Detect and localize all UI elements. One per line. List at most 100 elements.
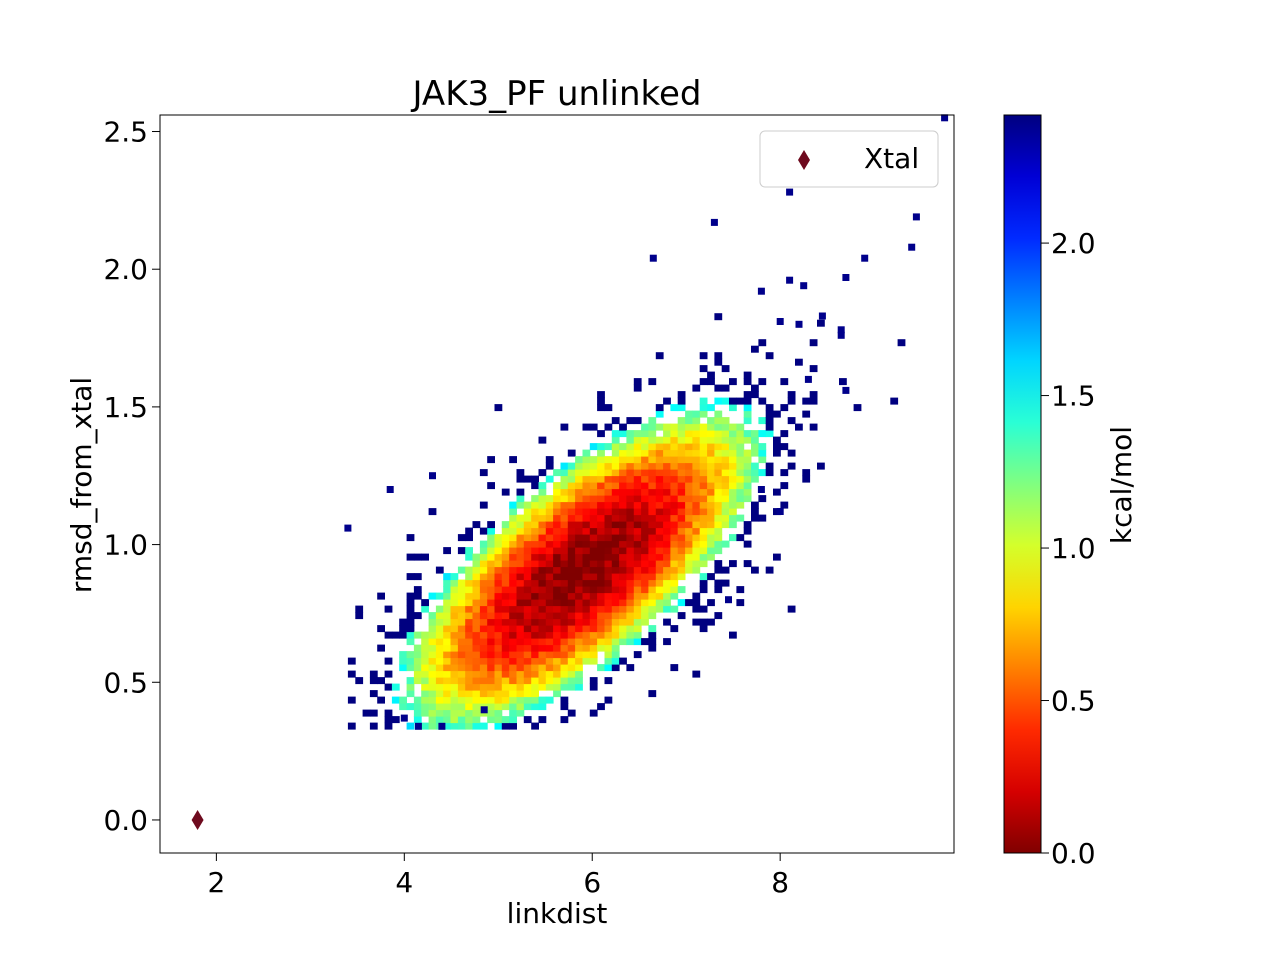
heatmap-cell	[663, 430, 671, 438]
heatmap-cell	[479, 553, 488, 561]
heatmap-cell	[743, 456, 752, 464]
heatmap-cell	[677, 521, 686, 529]
heatmap-cell	[685, 508, 693, 516]
heatmap-cell	[413, 592, 422, 600]
heatmap-cell	[670, 495, 679, 503]
heatmap-cell	[443, 657, 451, 665]
sparse-point	[786, 276, 794, 284]
heatmap-cell	[619, 508, 627, 516]
heatmap-cell	[633, 638, 642, 646]
heatmap-cell	[817, 319, 825, 327]
heatmap-cell	[457, 566, 466, 574]
heatmap-cell	[619, 599, 627, 607]
heatmap-cell	[655, 599, 664, 607]
heatmap-cell	[487, 540, 495, 548]
heatmap-cell	[523, 475, 532, 483]
heatmap-cell	[501, 677, 510, 685]
heatmap-cell	[633, 625, 642, 633]
heatmap-cell	[707, 540, 715, 548]
heatmap-cell	[692, 547, 701, 555]
heatmap-cell	[648, 430, 657, 438]
heatmap-cell	[487, 560, 495, 568]
heatmap-cell	[421, 677, 429, 685]
heatmap-cell	[538, 657, 547, 665]
heatmap-cell	[714, 612, 723, 620]
heatmap-cell	[641, 449, 649, 457]
heatmap-cell	[553, 592, 561, 600]
heatmap-cell	[421, 670, 429, 678]
heatmap-cell	[472, 599, 481, 607]
heatmap-cell	[619, 534, 627, 542]
heatmap-cell	[692, 534, 701, 542]
heatmap-cell	[589, 469, 598, 477]
heatmap-cell	[839, 378, 847, 386]
sparse-point	[776, 508, 784, 515]
heatmap-cell	[538, 527, 547, 535]
sparse-point	[757, 287, 765, 295]
heatmap-cell	[450, 709, 459, 717]
heatmap-cell	[406, 664, 415, 672]
heatmap-cell	[575, 599, 583, 607]
heatmap-cell	[465, 592, 473, 600]
heatmap-cell	[589, 579, 598, 587]
heatmap-cell	[413, 573, 422, 581]
heatmap-cell	[633, 430, 642, 438]
heatmap-cell	[523, 618, 532, 626]
heatmap-cell	[633, 521, 642, 529]
heatmap-cell	[531, 696, 539, 704]
heatmap-cell	[626, 534, 635, 542]
heatmap-cell	[670, 475, 679, 483]
heatmap-cell	[648, 482, 657, 490]
heatmap-cell	[575, 508, 583, 516]
sparse-point	[710, 218, 718, 226]
heatmap-cell	[611, 469, 620, 477]
sparse-point	[837, 331, 845, 339]
heatmap-cell	[582, 488, 591, 496]
heatmap-cell	[435, 716, 444, 724]
heatmap-cell	[545, 462, 554, 470]
x-axis-label: linkdist	[507, 897, 608, 930]
heatmap-cell	[729, 378, 737, 386]
heatmap-cell	[751, 475, 759, 483]
heatmap-cell	[692, 482, 701, 490]
heatmap-cell	[729, 631, 737, 639]
heatmap-cell	[685, 599, 693, 607]
heatmap-cell	[509, 573, 517, 581]
heatmap-cell	[575, 573, 583, 581]
heatmap-cell	[516, 618, 525, 626]
heatmap-cell	[501, 716, 510, 724]
heatmap-cell	[369, 722, 378, 730]
heatmap-cell	[523, 657, 532, 665]
heatmap-cell	[509, 599, 517, 607]
heatmap-cell	[457, 644, 466, 652]
heatmap-cell	[494, 605, 503, 613]
heatmap-cell	[758, 495, 767, 503]
heatmap-cell	[714, 313, 723, 321]
heatmap-cell	[743, 391, 752, 399]
heatmap-cell	[501, 690, 510, 698]
heatmap-cell	[663, 462, 671, 470]
heatmap-cell	[501, 612, 510, 620]
heatmap-cell	[714, 514, 723, 522]
heatmap-cell	[487, 527, 495, 535]
heatmap-cell	[692, 592, 701, 600]
heatmap-cell	[538, 670, 547, 678]
colorbar-label: kcal/mol	[1105, 426, 1138, 544]
heatmap-cell	[626, 417, 635, 425]
heatmap-cell	[707, 501, 715, 509]
heatmap-cell	[809, 391, 818, 399]
heatmap-cell	[443, 709, 451, 717]
sparse-point	[842, 386, 850, 394]
heatmap-cell	[479, 638, 488, 646]
heatmap-cell	[450, 670, 459, 678]
heatmap-cell	[501, 696, 510, 704]
heatmap-cell	[589, 566, 598, 574]
heatmap-cell	[553, 495, 561, 503]
heatmap-cell	[626, 547, 635, 555]
sparse-point	[438, 722, 446, 730]
heatmap-cell	[707, 404, 715, 412]
heatmap-cell	[707, 599, 715, 607]
heatmap-cell	[567, 599, 576, 607]
heatmap-cell	[538, 664, 547, 672]
